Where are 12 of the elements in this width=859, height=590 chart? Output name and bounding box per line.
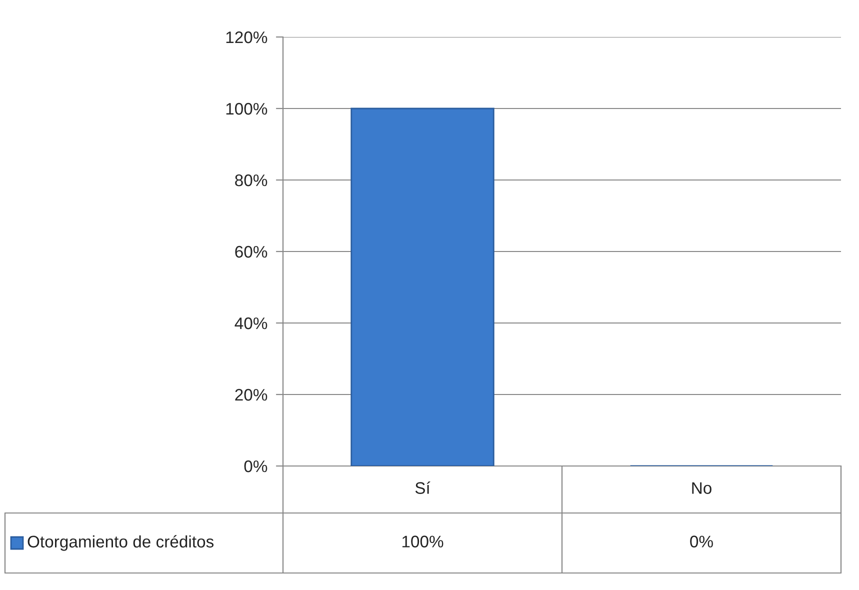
y-tick-label: 40% bbox=[234, 317, 268, 330]
x-tick-label: No bbox=[692, 482, 712, 494]
y-tick-label: 120% bbox=[226, 31, 268, 44]
y-tick-label: 100% bbox=[226, 102, 268, 115]
y-tick-label: 60% bbox=[235, 246, 268, 258]
y-tick-label: 80% bbox=[235, 174, 268, 186]
y-tick-label: 20% bbox=[235, 388, 268, 401]
legend-label: Otorgamiento de créditos bbox=[28, 535, 214, 551]
data-label: 100% bbox=[402, 536, 444, 548]
x-tick-label: Sí bbox=[415, 482, 430, 494]
data-label: 0% bbox=[690, 536, 713, 548]
y-tick-label: 0% bbox=[244, 460, 268, 472]
